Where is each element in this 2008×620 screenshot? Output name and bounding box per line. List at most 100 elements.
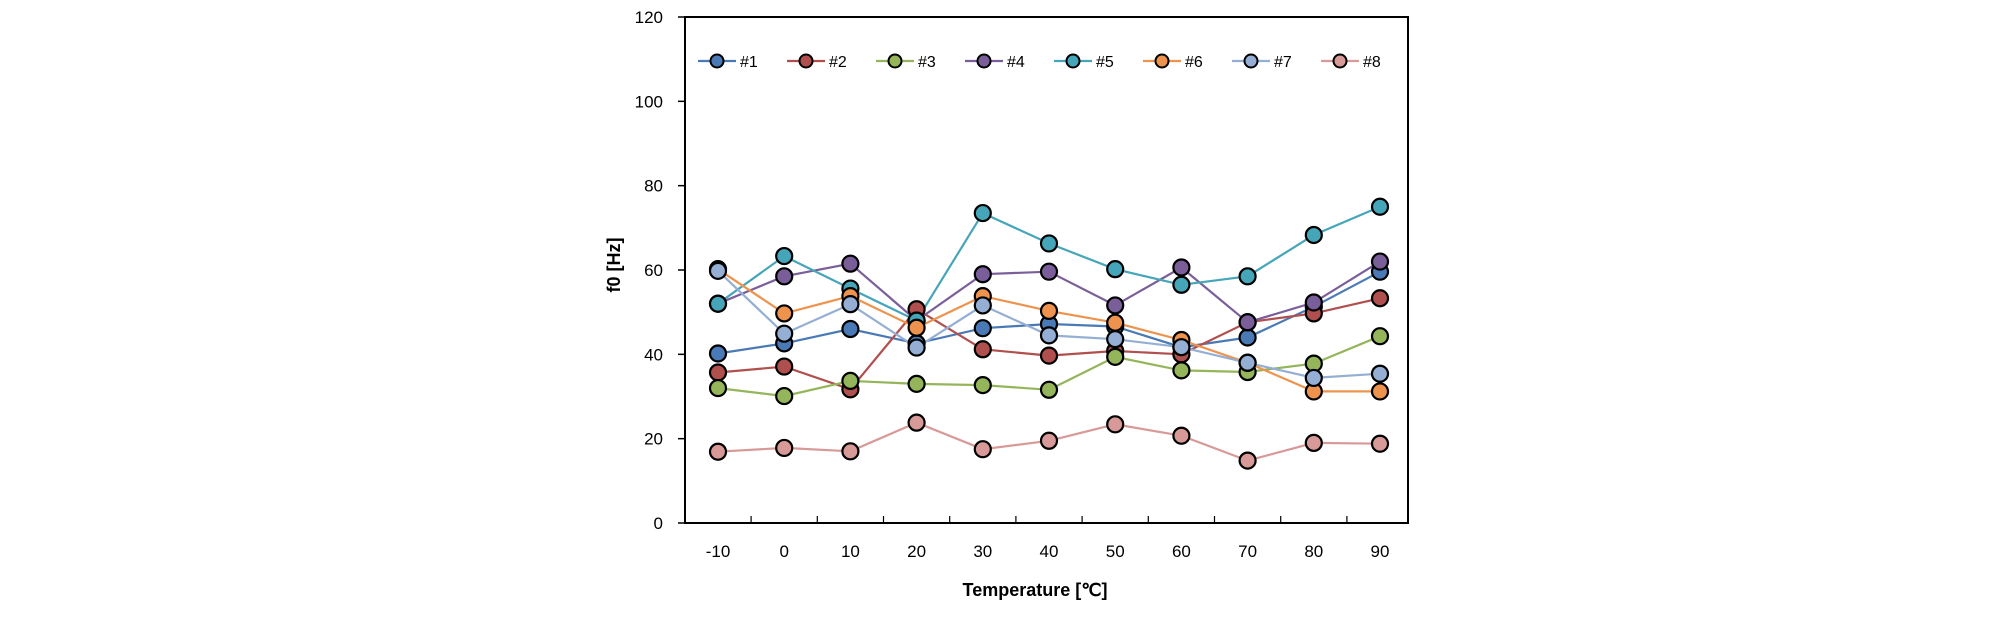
data-point bbox=[841, 371, 860, 390]
data-point bbox=[1039, 431, 1059, 450]
data-point bbox=[1238, 313, 1257, 332]
legend-marker bbox=[798, 53, 814, 69]
data-point bbox=[1106, 330, 1125, 349]
legend-marker bbox=[1065, 53, 1081, 69]
data-point bbox=[1106, 347, 1125, 366]
data-point bbox=[1039, 234, 1059, 253]
data-point bbox=[907, 413, 926, 432]
x-tick-label: -10 bbox=[706, 542, 731, 561]
data-point bbox=[1106, 415, 1125, 434]
x-tick-label: 90 bbox=[1371, 542, 1390, 561]
data-point bbox=[1304, 368, 1323, 388]
data-point bbox=[708, 294, 728, 313]
data-point bbox=[1238, 451, 1257, 470]
data-point bbox=[1304, 433, 1323, 452]
x-tick-label: 60 bbox=[1172, 542, 1191, 561]
x-tick-label: 20 bbox=[907, 542, 926, 561]
data-point bbox=[708, 261, 728, 280]
legend-label: #7 bbox=[1274, 54, 1292, 71]
x-tick-label: 50 bbox=[1106, 542, 1125, 561]
x-tick-label: 30 bbox=[973, 542, 992, 561]
data-point bbox=[775, 438, 794, 458]
legend-marker bbox=[1243, 53, 1259, 69]
data-point bbox=[1238, 353, 1257, 372]
data-point bbox=[841, 254, 860, 273]
data-point bbox=[1370, 382, 1390, 401]
data-point bbox=[1370, 434, 1390, 453]
data-point bbox=[1304, 293, 1323, 312]
data-point bbox=[1172, 426, 1191, 445]
y-tick-label: 0 bbox=[654, 514, 663, 533]
legend-marker bbox=[1154, 53, 1170, 69]
data-point bbox=[1370, 252, 1390, 271]
data-point bbox=[1039, 380, 1059, 399]
data-point bbox=[708, 442, 728, 461]
data-point bbox=[1106, 296, 1125, 315]
legend-label: #3 bbox=[918, 54, 936, 71]
y-axis-title: f0 [Hz] bbox=[604, 238, 624, 293]
y-tick-label: 20 bbox=[644, 430, 663, 449]
data-point bbox=[841, 295, 860, 314]
data-point bbox=[973, 265, 992, 284]
data-point bbox=[775, 386, 794, 406]
data-point bbox=[775, 324, 794, 343]
data-point bbox=[1172, 258, 1191, 277]
data-point bbox=[775, 246, 794, 266]
y-tick-label: 120 bbox=[635, 8, 663, 27]
x-axis-title: Temperature [℃] bbox=[963, 580, 1108, 600]
y-tick-label: 60 bbox=[644, 261, 663, 280]
data-point bbox=[708, 378, 728, 398]
data-point bbox=[1370, 327, 1390, 346]
data-point bbox=[841, 442, 860, 461]
data-point bbox=[1370, 364, 1390, 383]
data-point bbox=[775, 304, 794, 323]
legend-label: #1 bbox=[740, 54, 758, 71]
data-point bbox=[1238, 328, 1257, 347]
data-point bbox=[1172, 275, 1191, 294]
data-point bbox=[1172, 338, 1191, 357]
legend-label: #2 bbox=[829, 54, 847, 71]
legend-marker bbox=[709, 53, 725, 69]
data-point bbox=[1039, 301, 1059, 321]
data-point bbox=[841, 319, 860, 339]
data-point bbox=[1304, 225, 1323, 245]
data-point bbox=[907, 318, 926, 337]
data-point bbox=[1172, 361, 1191, 380]
data-point bbox=[907, 338, 926, 357]
data-point bbox=[1039, 262, 1059, 281]
x-tick-label: 80 bbox=[1304, 542, 1323, 561]
legend-label: #4 bbox=[1007, 54, 1025, 71]
legend-marker bbox=[887, 53, 903, 69]
data-point bbox=[775, 357, 794, 376]
data-point bbox=[973, 203, 992, 223]
data-point bbox=[973, 440, 992, 459]
data-point bbox=[708, 344, 728, 363]
x-tick-label: 0 bbox=[779, 542, 788, 561]
data-point bbox=[973, 340, 992, 359]
legend-label: #5 bbox=[1096, 54, 1114, 71]
data-point bbox=[973, 319, 992, 338]
data-point bbox=[973, 376, 992, 395]
x-tick-label: 10 bbox=[841, 542, 860, 561]
data-point bbox=[1039, 346, 1059, 365]
data-point bbox=[907, 374, 926, 393]
x-tick-label: 70 bbox=[1238, 542, 1257, 561]
data-point bbox=[775, 267, 794, 286]
data-point bbox=[973, 296, 992, 315]
y-tick-label: 40 bbox=[644, 345, 663, 364]
legend-marker bbox=[1332, 53, 1348, 69]
data-point bbox=[1238, 267, 1257, 286]
data-point bbox=[1370, 289, 1390, 308]
data-point bbox=[1370, 197, 1390, 216]
legend-marker bbox=[976, 53, 992, 69]
x-tick-label: 40 bbox=[1040, 542, 1059, 561]
data-point bbox=[1106, 260, 1125, 279]
legend-label: #6 bbox=[1185, 54, 1203, 71]
y-tick-label: 100 bbox=[635, 92, 663, 111]
y-tick-label: 80 bbox=[644, 177, 663, 196]
data-point bbox=[708, 363, 728, 382]
data-point bbox=[1106, 313, 1125, 332]
legend-label: #8 bbox=[1363, 54, 1381, 71]
